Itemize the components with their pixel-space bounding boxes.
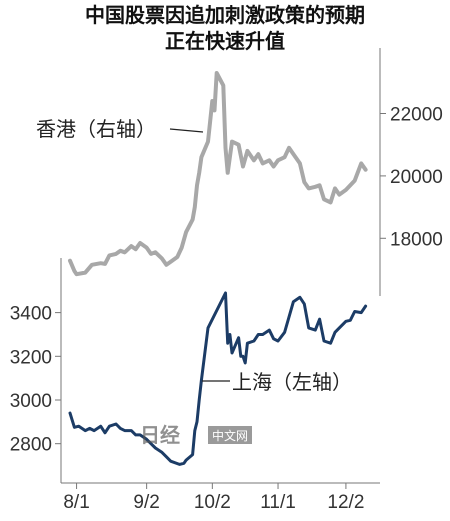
- left-tick-label: 2800: [10, 435, 52, 456]
- watermark-logo-mark: 日经: [140, 423, 180, 447]
- x-tick-label: 12/2: [327, 492, 364, 513]
- series-line-shanghai: [68, 291, 368, 466]
- hong-kong-series-label: 香港（右轴）: [36, 117, 156, 141]
- x-axis-ticks: 8/1 9/2 10/2 11/1 12/2: [63, 483, 364, 513]
- x-tick-label: 9/2: [133, 492, 159, 513]
- watermark-badge: [208, 426, 252, 444]
- right-tick-label: 22000: [390, 105, 443, 126]
- right-tick-label: 20000: [390, 167, 443, 188]
- hong-kong-leader-line: [169, 128, 204, 133]
- x-tick-label: 8/1: [63, 492, 89, 513]
- left-axis-ticks: 2800 3000 3200 3400: [10, 304, 61, 456]
- left-tick-label: 3400: [10, 304, 52, 325]
- left-tick-label: 3000: [10, 391, 52, 412]
- watermark-label: 中文网: [212, 428, 248, 443]
- series-line-hong-kong: [68, 71, 368, 277]
- nikkei-watermark: 日经 中文网: [140, 423, 252, 447]
- shanghai-series-label: 上海（左轴）: [232, 370, 352, 394]
- left-tick-label: 3200: [10, 347, 52, 368]
- x-tick-label: 10/2: [194, 492, 231, 513]
- right-axis-ticks: 18000 20000 22000: [380, 105, 443, 250]
- right-tick-label: 18000: [390, 229, 443, 250]
- chart-title-line-2: 正在快速升值: [165, 29, 285, 53]
- chart-title-line-1: 中国股票因追加刺激政策的预期: [85, 3, 365, 27]
- x-tick-label: 11/1: [260, 492, 296, 513]
